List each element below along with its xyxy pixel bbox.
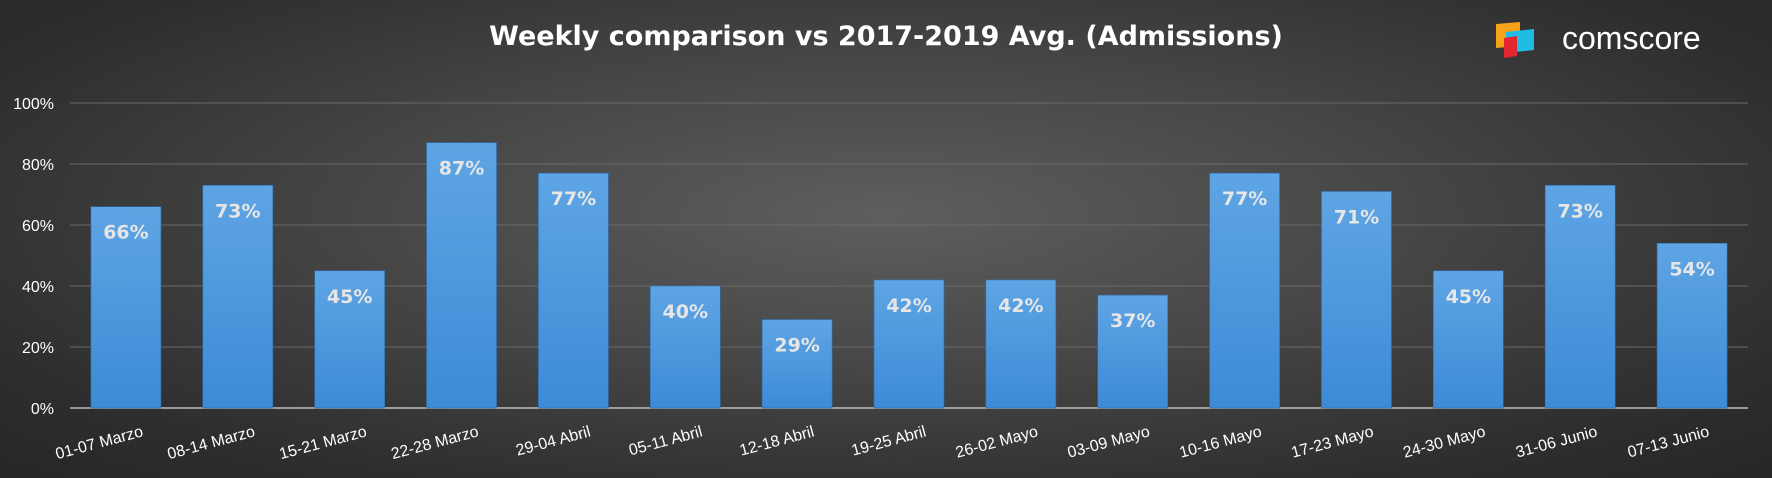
bar [649, 285, 721, 409]
x-tick-label: 15-21 Marzo [278, 423, 369, 463]
y-tick-label: 80% [22, 157, 54, 174]
data-label: 42% [998, 295, 1043, 317]
x-tick-label: 05-11 Abril [627, 423, 704, 459]
x-tick-label: 07-13 Junio [1626, 423, 1711, 461]
brand-name: comscore [1562, 20, 1701, 56]
bar [761, 319, 833, 409]
data-label: 45% [1446, 286, 1491, 308]
x-tick-label: 22-28 Marzo [389, 423, 480, 463]
bar [1656, 243, 1728, 409]
y-tick-label: 40% [22, 279, 54, 296]
x-tick-label: 29-04 Abril [514, 423, 592, 459]
chart-title: Weekly comparison vs 2017-2019 Avg. (Adm… [489, 21, 1283, 52]
data-label: 40% [663, 301, 708, 323]
bar [314, 270, 385, 409]
x-tick-label: 12-18 Abril [738, 423, 816, 459]
bar [202, 185, 274, 409]
bar [538, 172, 609, 409]
x-tick-label: 03-09 Mayo [1066, 423, 1152, 461]
comscore-logo-icon [1496, 22, 1534, 58]
data-label: 87% [439, 158, 484, 180]
data-label: 54% [1669, 258, 1714, 280]
x-tick-label: 26-02 Mayo [954, 423, 1040, 461]
data-label: 66% [103, 222, 148, 244]
x-tick-label: 19-25 Abril [850, 423, 928, 459]
data-label: 73% [1557, 200, 1602, 222]
bar [1544, 185, 1616, 409]
bar [873, 279, 945, 409]
x-tick-label: 01-07 Marzo [54, 423, 145, 463]
y-tick-label: 100% [13, 96, 54, 113]
data-label: 37% [1110, 310, 1155, 332]
y-tick-label: 60% [22, 218, 54, 235]
data-label: 73% [215, 200, 260, 222]
x-tick-label: 17-23 Mayo [1289, 423, 1375, 461]
data-label: 45% [327, 286, 372, 308]
x-tick-label: 31-06 Junio [1514, 423, 1599, 461]
y-tick-label: 20% [22, 340, 54, 357]
bar [1433, 270, 1504, 409]
y-tick-label: 0% [31, 401, 54, 418]
data-label: 29% [774, 335, 819, 357]
data-label: 71% [1334, 206, 1379, 228]
comscore-logo: comscore [1496, 20, 1701, 58]
bar [426, 142, 497, 409]
bar [1321, 191, 1392, 409]
x-tick-label: 08-14 Marzo [166, 423, 257, 463]
bar [1209, 172, 1280, 409]
bar [90, 206, 162, 409]
data-label: 42% [886, 295, 931, 317]
bar [1097, 294, 1169, 409]
x-tick-label: 24-30 Mayo [1401, 423, 1487, 461]
data-label: 77% [1222, 188, 1267, 210]
bar [985, 279, 1057, 409]
x-tick-label: 10-16 Mayo [1178, 423, 1264, 461]
data-label: 77% [551, 188, 596, 210]
